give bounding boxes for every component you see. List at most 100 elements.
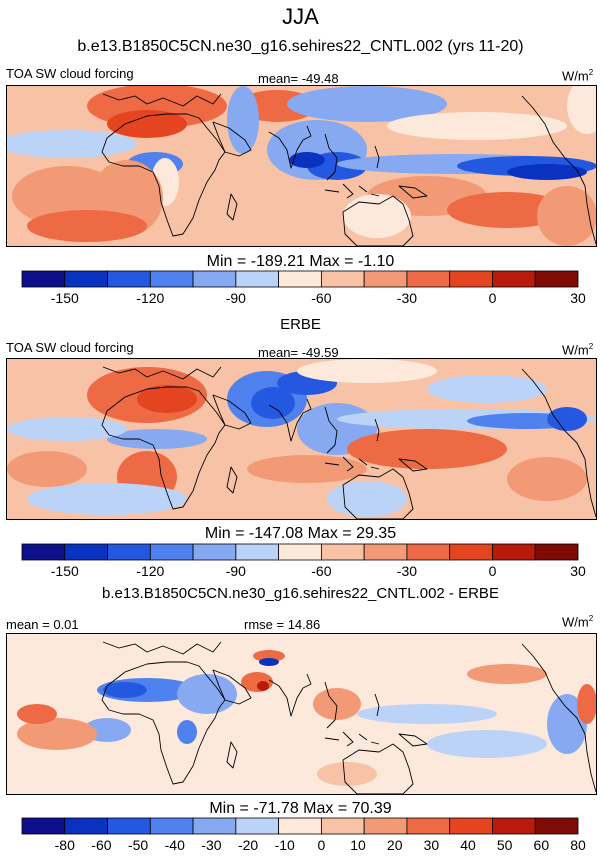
colorbar-swatch — [235, 543, 280, 561]
contour-region — [317, 762, 377, 786]
contour-region — [137, 385, 197, 413]
contour-region — [567, 86, 596, 134]
colorbar-tick-label: 50 — [497, 837, 513, 853]
contour-region — [227, 86, 259, 154]
contour-region — [289, 152, 325, 168]
contour-region — [107, 429, 207, 449]
colorbar-tick-label: -30 — [397, 290, 417, 306]
colorbar-tick-label: -90 — [226, 563, 246, 579]
colorbar-swatch — [192, 817, 237, 835]
colorbar-tick-label: 30 — [570, 563, 586, 579]
coastline — [268, 398, 312, 442]
contour-region — [347, 429, 507, 469]
colorbar-tick-label: 0 — [317, 837, 325, 853]
panel3-rmse: rmse = 14.86 — [244, 617, 321, 632]
contour-region — [427, 375, 547, 403]
contour-region — [547, 407, 587, 431]
contour-region — [7, 130, 137, 158]
coastline — [226, 741, 238, 769]
colorbar-tick-label: -60 — [311, 290, 331, 306]
panel1-variable-label: TOA SW cloud forcing — [6, 66, 134, 81]
panel1-units: W/m2 — [562, 68, 594, 84]
contour-region — [177, 720, 197, 744]
contour-region — [313, 688, 361, 720]
coastline — [374, 145, 380, 169]
colorbar-tick-label: -60 — [311, 563, 331, 579]
contour-region — [357, 704, 497, 724]
contour-region — [177, 674, 237, 714]
contour-region — [7, 417, 127, 441]
colorbar-swatch — [235, 817, 280, 835]
contour-region — [507, 164, 587, 180]
colorbar-swatch — [320, 270, 365, 288]
coastline — [324, 406, 338, 454]
colorbar-tick-label: -50 — [128, 837, 148, 853]
contour-region — [507, 457, 587, 501]
colorbar-swatch — [406, 817, 451, 835]
panel2-variable-label: TOA SW cloud forcing — [6, 340, 134, 355]
colorbar-swatch — [21, 543, 66, 561]
colorbar-swatch — [449, 817, 493, 835]
coastline — [324, 133, 338, 181]
colorbar-swatch — [64, 817, 108, 835]
panel1-min-max: Min = -189.21 Max = -1.10 — [206, 253, 395, 270]
contour-region — [7, 451, 87, 487]
contour-region — [247, 455, 367, 483]
coastline — [398, 458, 428, 472]
figure-case-title: b.e13.B1850C5CN.ne30_g16.sehires22_CNTL.… — [77, 38, 524, 55]
colorbar-tick-label: -120 — [136, 563, 164, 579]
figure-season-title: JJA — [282, 4, 319, 29]
contour-region — [467, 664, 547, 684]
colorbar-swatch — [149, 543, 194, 561]
colorbar-swatch — [278, 817, 322, 835]
colorbar-swatch — [406, 270, 451, 288]
panel3-units: W/m2 — [562, 614, 594, 630]
panel1-colorbar: -150 -120 -90 -60 -30 0 30 — [21, 270, 586, 311]
contour-region — [387, 112, 567, 140]
panel2-colorbar: -150 -120 -90 -60 -30 0 30 — [21, 543, 586, 584]
coastline — [324, 731, 380, 747]
colorbar-tick-label: -30 — [201, 837, 221, 853]
colorbar-swatch — [363, 817, 408, 835]
coastline — [101, 386, 226, 510]
contour-region — [257, 681, 269, 691]
contour-region — [17, 704, 57, 724]
coastline — [398, 733, 428, 747]
colorbar-swatch — [107, 270, 151, 288]
contour-region — [577, 684, 596, 724]
colorbar-swatch — [320, 817, 365, 835]
colorbar-swatch — [64, 270, 108, 288]
colorbar-swatch — [363, 543, 408, 561]
colorbar-tick-label: 60 — [534, 837, 550, 853]
contour-region — [447, 192, 567, 228]
contour-region — [537, 186, 596, 246]
coastline — [342, 468, 414, 519]
contour-region — [327, 481, 407, 517]
contour-region — [259, 658, 279, 666]
colorbar-swatch — [21, 817, 66, 835]
contour-region — [107, 110, 187, 138]
colorbar-swatch — [492, 817, 536, 835]
panel3-mean: mean = 0.01 — [6, 617, 79, 632]
colorbar-swatch — [534, 817, 579, 835]
coastline — [521, 643, 596, 793]
coastline — [102, 93, 222, 107]
colorbar-swatch — [363, 270, 408, 288]
colorbar-tick-label: 80 — [570, 837, 586, 853]
coastline — [342, 195, 414, 246]
coastline — [268, 125, 312, 169]
colorbar-tick-label: -40 — [165, 837, 185, 853]
colorbar-swatch — [534, 543, 579, 561]
colorbar-swatch — [107, 817, 151, 835]
coastline — [226, 466, 238, 494]
colorbar-swatch — [449, 543, 493, 561]
panel3-colorbar: -80 -60 -50 -40 -30 -20 -10 0 10 20 30 40 50 60 80 — [21, 817, 586, 858]
coastline — [101, 113, 226, 237]
panel2-map — [6, 358, 597, 520]
coastline — [226, 193, 238, 221]
coastline — [212, 394, 252, 430]
contour-region — [343, 194, 411, 238]
colorbar-tick-label: -10 — [275, 837, 295, 853]
coastline — [268, 673, 312, 717]
panel2-units: W/m2 — [562, 342, 594, 358]
